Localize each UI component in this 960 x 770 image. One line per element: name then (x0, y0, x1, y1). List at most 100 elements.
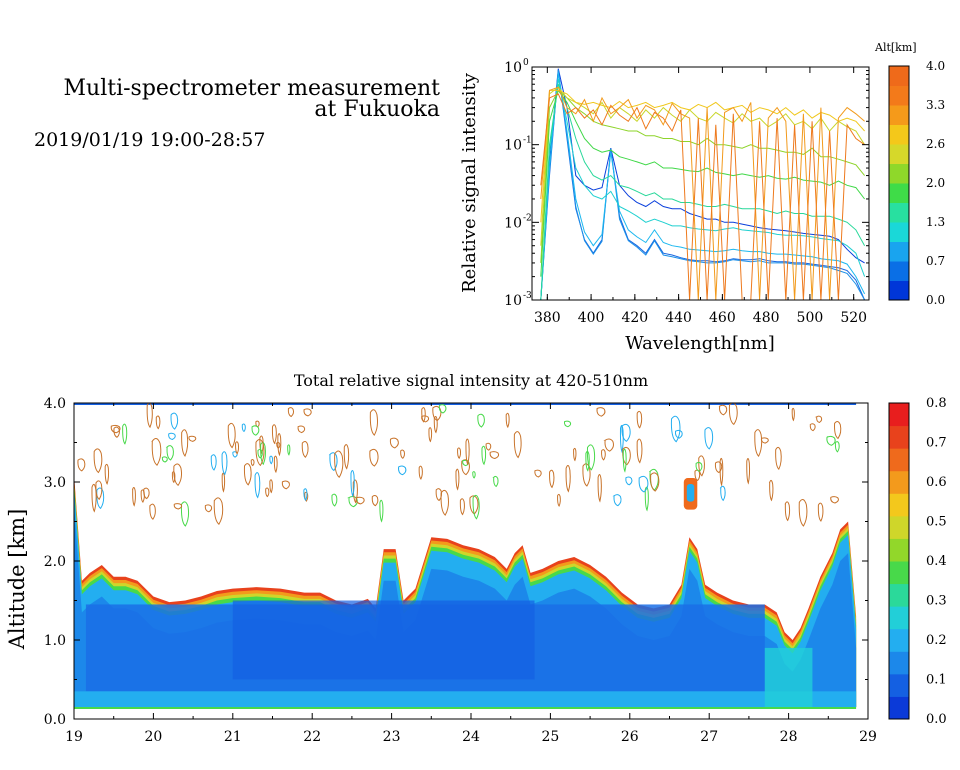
spectrum-lines (540, 68, 866, 300)
timeheight-cloud-speck (297, 425, 306, 434)
timeheight-cloud-speck (369, 409, 378, 436)
spectrum-x-tick-label: 380 (534, 310, 561, 326)
timeheight-cloud-speck (704, 427, 714, 450)
timeheight-cloud-speck (213, 497, 224, 525)
spectrum-colorbar-band (889, 144, 909, 164)
timeheight-cloud-speck (168, 432, 176, 441)
timeheight-cloud-speck (188, 435, 197, 442)
timeheight-cloud-speck (714, 461, 723, 474)
timeheight-cloud-speck (698, 455, 705, 477)
spectrum-colorbar-band (889, 85, 909, 106)
timeheight-colorbar-band (889, 628, 909, 652)
timeheight-cloud-speck (343, 444, 350, 470)
timeheight-colorbar-tick-label: 0.6 (926, 475, 947, 490)
timeheight-cloud-speck (809, 423, 816, 432)
timeheight-y-tick-label: 1.0 (44, 633, 66, 649)
timeheight-cloud-speck (210, 454, 217, 471)
timeheight-cloud-speck (379, 499, 384, 523)
timeheight-colorbar: 0.0 0.1 0.2 0.3 0.4 0.5 0.6 0.7 0.8 (888, 396, 947, 727)
timeheight-cloud-speck (146, 403, 153, 429)
timeheight-cloud-speck (227, 422, 236, 449)
timeheight-cloud-speck (254, 472, 261, 499)
spectrum-line-2 (540, 69, 866, 300)
timeheight-cloud-speck (151, 438, 162, 466)
timeheight-colorbar-band (889, 673, 909, 697)
timeheight-cloud-speck (221, 472, 226, 493)
timeheight-cloud-speck (161, 456, 168, 463)
spectrum-y-tick-exp: -1 (523, 136, 532, 146)
timeheight-cloud-speck (440, 489, 449, 516)
timeheight-title: Total relative signal intensity at 420-5… (294, 371, 648, 390)
timeheight-cloud-speck (695, 461, 703, 472)
spectrum-colorbar-tick-label: 3.3 (926, 98, 945, 112)
timeheight-colorbar-band (889, 696, 909, 720)
timeheight-colorbar-band (889, 403, 909, 427)
timeheight-cloud-speck (472, 494, 480, 520)
timeheight-x-tick-label: 25 (541, 729, 559, 745)
spectrum-x-axis: 380 400 420 440 460 480 500 520 (534, 67, 867, 326)
timeheight-cloud-speck (259, 435, 264, 455)
spectrum-y-tick-base: 10 (504, 138, 522, 154)
timeheight-cloud-speck (281, 480, 290, 490)
timeheight-cloud-speck (775, 446, 782, 471)
timeheight-cloud-speck (650, 472, 660, 492)
timeheight-cloud-speck (622, 448, 627, 473)
timeheight-cloud-speck (433, 416, 438, 434)
timeheight-cloud-speck (140, 489, 145, 503)
spectrum-y-tick-exp: -2 (523, 213, 532, 223)
timeheight-cloud-speck (287, 407, 295, 418)
timeheight-cloud-speck (573, 447, 577, 462)
timeheight-cloud-speck (389, 437, 399, 449)
spectrum-colorbar-tick-label: 4.0 (926, 59, 945, 73)
timeheight-cloud-speck (269, 455, 273, 465)
timeheight-cloud-speck (165, 445, 174, 461)
spectrum-x-tick-label: 480 (753, 310, 780, 326)
timeheight-cloud-speck (585, 450, 590, 472)
spectrum-colorbar-tick-label: 0.0 (926, 293, 945, 307)
timeheight-cloud-speck (472, 471, 476, 479)
spectrum-line-6 (540, 89, 865, 277)
timeheight-cloud-speck (173, 503, 183, 510)
timeheight-cloud-speck (400, 449, 405, 459)
page-title-line1: Multi-spectrometer measurement (64, 76, 441, 101)
timeheight-surface-band (74, 691, 857, 708)
timeheight-colorbar-band (889, 493, 909, 517)
timeheight-cloud-speck (563, 420, 572, 428)
timeheight-cloud-speck (255, 420, 260, 428)
timeheight-cloud-speck (269, 479, 273, 494)
timeheight-colorbar-tick-label: 0.7 (926, 436, 947, 451)
spectrum-x-tick-label: 400 (578, 310, 605, 326)
page-title-line2: at Fukuoka (314, 97, 440, 122)
timeheight-cloud-speck (435, 488, 443, 502)
timeheight-cloud-speck (271, 424, 277, 445)
timeheight-cloud-speck (465, 438, 470, 466)
spectrum-line-3 (540, 72, 866, 300)
timeheight-cloud-speck (243, 463, 252, 486)
timeheight-colorbar-band (889, 606, 909, 630)
timeheight-cloud-speck (596, 407, 606, 417)
timeheight-x-tick-label: 20 (144, 729, 162, 745)
timeheight-cloud-speck (674, 429, 683, 439)
timeheight-cloud-speck (768, 479, 774, 502)
timeheight-cloud-speck (369, 448, 379, 467)
timeheight-cloud-speck (250, 459, 255, 467)
spectrum-x-tick-label: 500 (797, 310, 824, 326)
spectrum-colorbar-band (889, 163, 909, 184)
timeheight-colorbar-frame (888, 402, 910, 720)
timeheight-cloud-speck (303, 488, 308, 501)
timeheight-cloud-speck (638, 475, 649, 493)
timeheight-colorbar-tick-label: 0.8 (926, 396, 947, 411)
timeheight-cloud-speck (287, 444, 291, 456)
spectrum-line-4 (540, 78, 866, 300)
timeheight-y-tick-label: 3.0 (44, 475, 66, 491)
timeheight-cloud-speck (557, 493, 561, 507)
spectrum-x-tick-label: 440 (665, 310, 692, 326)
timeheight-colorbar-tick-label: 0.2 (926, 633, 947, 648)
timeheight-cloud-speck (565, 465, 571, 493)
timeheight-cloud-speck (830, 496, 839, 504)
timeheight-cloud-speck (438, 404, 447, 414)
timeheight-cloud-speck (334, 450, 344, 479)
timeheight-cloud-speck (619, 425, 624, 454)
spectrum-colorbar-label: Alt[km] (874, 41, 917, 54)
